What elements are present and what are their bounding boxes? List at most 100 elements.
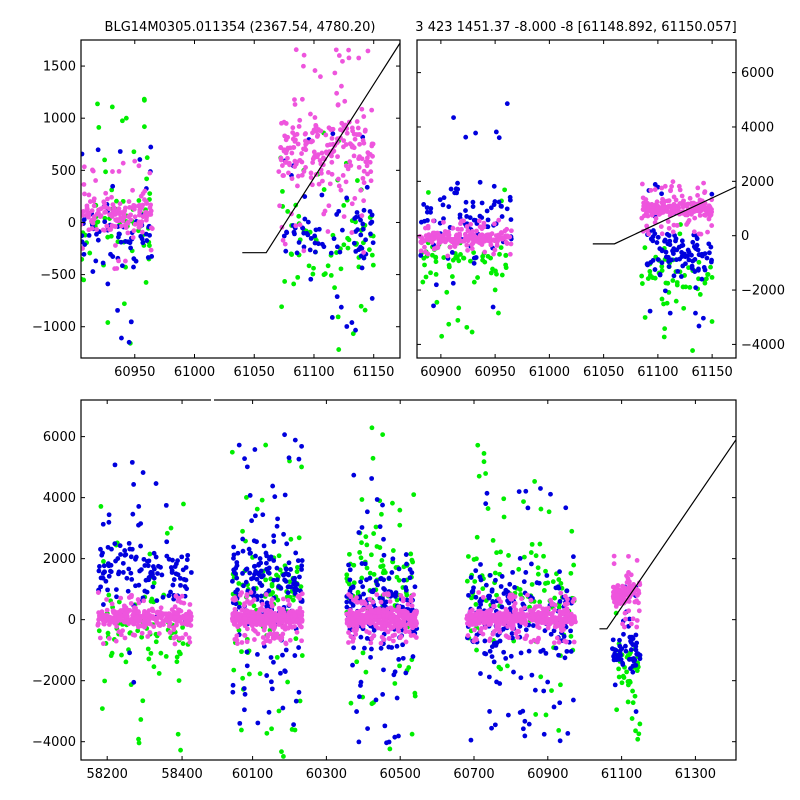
data-point (541, 553, 546, 559)
data-point (136, 163, 142, 169)
data-point (550, 579, 556, 585)
data-point (474, 556, 479, 562)
data-point (287, 602, 292, 608)
data-point (287, 579, 293, 585)
data-point (553, 645, 559, 651)
data-point (241, 583, 246, 589)
data-point (325, 142, 330, 148)
data-point (482, 638, 488, 644)
data-point (403, 670, 409, 676)
data-point (661, 204, 667, 210)
data-point (255, 652, 260, 657)
data-point (367, 247, 372, 253)
data-point (291, 229, 297, 235)
data-point (147, 232, 152, 238)
data-point (666, 198, 672, 204)
data-point (302, 216, 308, 222)
data-point (469, 614, 475, 620)
data-point (122, 222, 128, 228)
data-point (118, 616, 123, 622)
data-point (690, 239, 696, 245)
data-point (264, 604, 270, 609)
data-point (408, 622, 414, 627)
data-point (476, 620, 482, 626)
data-point (499, 604, 505, 610)
data-point (490, 304, 496, 310)
data-point (231, 555, 236, 561)
data-point (346, 237, 352, 243)
data-point (187, 639, 193, 645)
data-point (360, 175, 366, 181)
data-point (387, 599, 393, 604)
data-point (468, 737, 474, 743)
data-point (516, 566, 522, 572)
data-point (247, 493, 253, 498)
data-point (631, 582, 636, 587)
data-point (378, 599, 384, 605)
data-point (170, 582, 176, 588)
data-point (132, 608, 138, 614)
data-point (396, 608, 402, 613)
data-point (636, 731, 642, 737)
data-point (490, 599, 496, 604)
y-tick-label: −2000 (741, 284, 785, 299)
data-point (335, 154, 340, 160)
data-point (494, 679, 499, 685)
data-point (231, 667, 237, 673)
data-point (508, 653, 514, 659)
data-point (325, 263, 331, 269)
data-point (552, 595, 558, 601)
data-point (517, 623, 523, 629)
data-point (511, 669, 516, 675)
data-point (253, 568, 258, 574)
data-point (351, 623, 356, 629)
data-point (286, 455, 292, 461)
data-point (271, 635, 277, 641)
data-point (518, 592, 523, 597)
data-point (418, 248, 424, 254)
data-point (361, 168, 367, 174)
data-point (343, 142, 349, 147)
data-point (389, 645, 395, 650)
data-point (237, 720, 243, 726)
data-point (105, 196, 110, 202)
data-point (308, 111, 313, 117)
data-point (487, 610, 493, 616)
data-point (474, 611, 479, 617)
data-point (392, 734, 398, 740)
data-point (344, 324, 350, 329)
data-point (306, 263, 312, 269)
data-point (266, 709, 272, 715)
data-point (473, 568, 479, 574)
data-point (280, 173, 286, 178)
data-point (258, 593, 264, 599)
data-point (681, 305, 687, 311)
data-point (357, 154, 362, 160)
data-point (158, 615, 164, 621)
data-point (543, 581, 548, 586)
data-point (137, 157, 143, 162)
data-point (351, 131, 357, 137)
data-point (148, 570, 154, 576)
data-point (252, 563, 258, 569)
data-point (296, 456, 302, 462)
data-point (296, 124, 302, 129)
data-point (184, 614, 190, 620)
data-point (272, 625, 278, 630)
data-point (261, 543, 267, 549)
data-point (521, 499, 526, 505)
data-point (153, 554, 159, 560)
data-point (264, 600, 270, 606)
data-point (82, 242, 88, 247)
data-point (525, 592, 530, 598)
data-point (498, 245, 504, 251)
data-point (246, 546, 252, 552)
data-point (483, 625, 488, 630)
data-point (373, 622, 378, 628)
data-point (106, 573, 112, 579)
data-point (300, 225, 306, 231)
data-point (153, 639, 159, 645)
data-point (498, 584, 504, 589)
data-point (231, 544, 237, 550)
data-point (130, 235, 136, 240)
